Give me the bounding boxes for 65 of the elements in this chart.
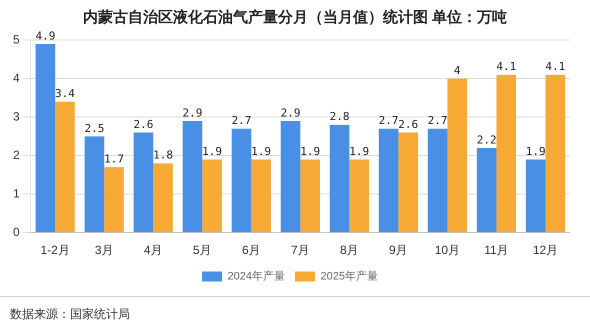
bar xyxy=(182,121,202,232)
x-tick-label: 12月 xyxy=(532,243,558,258)
x-tick-label: 7月 xyxy=(290,243,310,258)
data-label: 4.9 xyxy=(35,29,56,42)
y-tick-label: 0 xyxy=(12,224,20,239)
bar xyxy=(153,163,173,232)
chart-title: 内蒙古自治区液化石油气产量分月（当月值）统计图 单位：万吨 xyxy=(82,8,508,27)
data-label: 2.2 xyxy=(476,133,497,146)
data-label: 2.7 xyxy=(378,114,399,128)
data-label: 1.8 xyxy=(153,148,173,162)
data-label: 1.9 xyxy=(202,144,222,158)
x-tick-label: 8月 xyxy=(340,243,359,258)
bar xyxy=(428,128,448,232)
bar xyxy=(447,78,468,232)
bar xyxy=(134,132,154,232)
data-label: 4.1 xyxy=(545,60,566,74)
y-tick-label: 1 xyxy=(12,186,20,200)
x-tick-label: 11月 xyxy=(484,243,509,258)
bar xyxy=(280,121,300,232)
bar xyxy=(330,124,350,232)
bar xyxy=(545,74,566,232)
bar xyxy=(300,159,320,232)
data-label: 1.7 xyxy=(104,152,124,166)
x-tick-label: 6月 xyxy=(242,243,261,258)
x-tick-label: 9月 xyxy=(389,243,408,258)
source-note: 数据来源：国家统计局 xyxy=(10,306,130,323)
legend-label: 2025年产量 xyxy=(320,270,378,283)
bar xyxy=(202,159,222,232)
bar xyxy=(232,128,252,232)
data-label: 2.6 xyxy=(134,118,154,131)
bar xyxy=(398,132,418,232)
x-tick-label: 3月 xyxy=(94,243,114,258)
bar xyxy=(476,148,496,232)
y-tick-label: 4 xyxy=(12,70,20,85)
data-label: 2.7 xyxy=(428,114,448,128)
data-label: 2.8 xyxy=(330,110,350,124)
x-tick-label: 5月 xyxy=(192,243,212,258)
data-label: 4.1 xyxy=(496,60,516,74)
x-tick-label: 4月 xyxy=(144,243,163,258)
y-tick-label: 5 xyxy=(12,32,20,47)
data-label: 2.7 xyxy=(232,114,252,128)
x-tick-label: 1-2月 xyxy=(40,243,70,258)
data-label: 2.9 xyxy=(182,106,202,120)
bar xyxy=(55,102,75,232)
bar xyxy=(84,136,104,232)
data-label: 3.4 xyxy=(55,87,76,100)
data-label: 1.9 xyxy=(251,144,272,158)
x-tick-label: 10月 xyxy=(434,243,460,258)
data-label: 2.9 xyxy=(280,106,300,120)
data-label: 1.9 xyxy=(526,144,546,158)
bar xyxy=(36,44,56,232)
data-label: 2.5 xyxy=(84,122,104,135)
bar xyxy=(378,128,398,232)
data-label: 1.9 xyxy=(349,144,370,158)
data-label: 2.6 xyxy=(398,118,418,131)
data-label: 4 xyxy=(454,64,461,78)
bar xyxy=(349,159,369,232)
bar xyxy=(104,167,124,232)
bar xyxy=(496,74,516,232)
bar xyxy=(251,159,271,232)
bar xyxy=(526,159,546,232)
y-tick-label: 2 xyxy=(12,148,20,162)
y-tick-label: 3 xyxy=(12,109,20,124)
data-label: 1.9 xyxy=(300,144,320,158)
legend-label: 2024年产量 xyxy=(228,270,286,283)
